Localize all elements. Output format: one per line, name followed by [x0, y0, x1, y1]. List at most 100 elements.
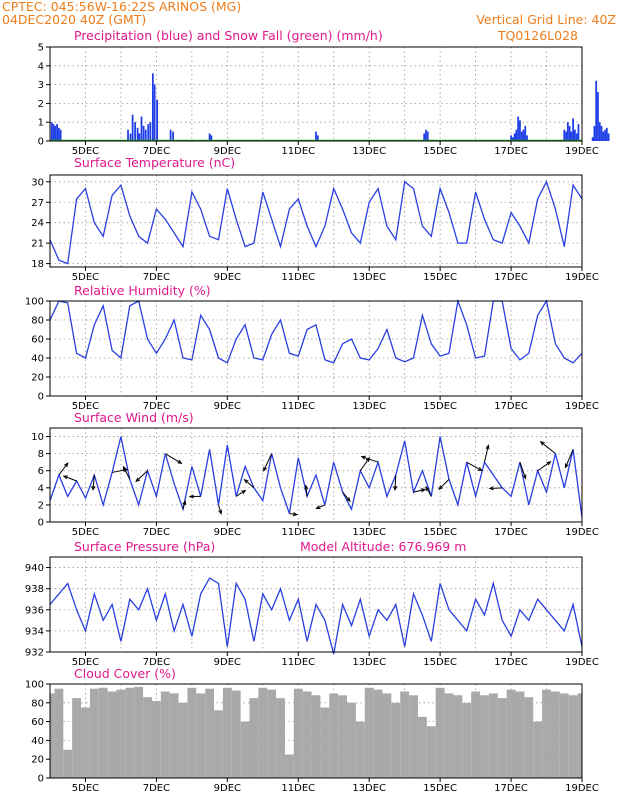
x-tick-label: 15DEC	[423, 657, 457, 668]
cloud-cover-bar	[480, 695, 489, 778]
y-tick-label: 1	[38, 118, 44, 129]
precip-bar	[147, 124, 150, 141]
precip-panel: 0 1 2 3 4 5 5DEC 7DEC 9DEC 11DEC 13DEC 15DEC 17DEC 19…	[38, 43, 610, 157]
wind-arrow	[165, 453, 182, 464]
temperature-line	[49, 180, 583, 265]
x-tick-label: 11DEC	[281, 657, 315, 668]
cloud-cover-bar	[98, 687, 108, 778]
wind-arrow-head	[218, 509, 223, 515]
precip-bar	[423, 133, 426, 141]
precip-bar	[568, 125, 571, 141]
wind-arrow	[92, 474, 95, 490]
y-tick-label: 21	[31, 239, 44, 250]
wind-arrow-head	[241, 489, 247, 495]
y-tick-label: 938	[25, 584, 44, 595]
cloud-cover-bar	[284, 754, 294, 778]
wind-arrow	[122, 466, 131, 480]
precip-bar	[574, 129, 576, 141]
precip-bar	[515, 129, 518, 141]
x-tick-label: 19DEC	[565, 272, 599, 283]
wind-arrow-head	[182, 499, 187, 506]
precip-bar	[511, 137, 514, 141]
x-tick-label: 11DEC	[281, 401, 315, 412]
wind-arrow-head	[365, 456, 371, 462]
wind-arrow-head	[62, 475, 68, 480]
wind-arrow	[135, 470, 148, 482]
header-date: 04DEC2020 40Z (GMT)	[2, 12, 146, 27]
y-tick-label: 3	[38, 80, 44, 91]
x-tick-label: 17DEC	[494, 657, 528, 668]
model-altitude-label: Model Altitude: 676.969 m	[300, 539, 466, 554]
wind-arrow	[342, 491, 351, 502]
x-tick-label: 9DEC	[214, 401, 241, 412]
wind-arrow-head	[360, 455, 366, 460]
wind-arrow-head	[539, 440, 545, 446]
wind-arrow-head	[177, 459, 183, 464]
precip-bar	[426, 131, 429, 141]
wind-arrow	[63, 475, 77, 482]
cloud-cover-bar	[515, 691, 525, 778]
precip-bar	[577, 124, 580, 141]
cloud-cover-bar	[116, 689, 126, 778]
wind-arrow	[394, 474, 397, 490]
y-tick-label: 6	[38, 466, 44, 477]
y-tick-label: 2	[38, 500, 44, 511]
precip-bar	[598, 122, 601, 141]
x-tick-label: 19DEC	[565, 783, 599, 794]
x-tick-label: 17DEC	[494, 146, 528, 157]
wind-arrow-head	[393, 485, 398, 492]
precip-bar	[425, 129, 427, 141]
humidity-panel: 0 20 40 60 80 100 5DEC 7DEC 9DEC 11DEC 13DEC 15DEC 1…	[25, 297, 599, 413]
x-tick-label: 7DEC	[143, 146, 170, 157]
precip-bar	[153, 84, 156, 141]
header-location: CPTEC: 045:56W-16:22S ARINOS (MG)	[2, 0, 241, 14]
x-tick-label: 15DEC	[423, 783, 457, 794]
y-tick-label: 0	[38, 392, 44, 403]
wind-arrow	[361, 456, 379, 463]
precip-bar	[570, 131, 573, 141]
cloud-cover-bar	[533, 721, 543, 778]
x-tick-label: 11DEC	[281, 527, 315, 538]
y-tick-label: 940	[25, 563, 44, 574]
wind-arrow-head	[243, 478, 249, 484]
wind-arrow	[244, 479, 255, 489]
cloud-cover-bar	[311, 695, 321, 778]
wind-arrow	[540, 441, 556, 455]
cloud-cover-bar	[577, 693, 582, 778]
wind-arrow	[316, 504, 326, 509]
wind-arrow-head	[188, 494, 194, 499]
cloud-cover-bar	[400, 691, 410, 778]
temperature-plot-frame	[49, 174, 583, 268]
cloud-cover-bar	[462, 702, 472, 778]
wind-arrow-head	[477, 467, 483, 472]
precip-bar	[50, 122, 53, 141]
precip-bar	[593, 125, 596, 141]
header-model-code: TQ0126L028	[497, 28, 578, 43]
y-tick-label: 5	[38, 43, 44, 54]
wind-arrow	[359, 457, 370, 472]
x-tick-label: 11DEC	[281, 783, 315, 794]
cloud-cover-bar	[409, 695, 418, 778]
precip-bar	[140, 116, 143, 141]
wind-plot-frame	[49, 427, 583, 523]
x-tick-label: 15DEC	[423, 527, 457, 538]
x-tick-label: 5DEC	[72, 146, 99, 157]
x-tick-label: 19DEC	[565, 657, 599, 668]
wind-arrow	[537, 461, 551, 472]
precip-bar	[57, 127, 60, 141]
y-tick-label: 60	[31, 717, 44, 728]
cloud-cover-bar	[338, 695, 348, 778]
precip-bar	[607, 133, 610, 141]
cloud-cover-bar	[568, 695, 578, 778]
precip-bar	[208, 133, 211, 141]
wind-panel-title: Surface Wind (m/s)	[74, 410, 194, 425]
cloud-cover-bar	[347, 702, 356, 778]
precip-bar	[315, 131, 317, 141]
wind-arrow-head	[420, 488, 427, 493]
cloud-cover-bar	[364, 687, 374, 778]
precip-bar	[604, 129, 606, 141]
x-tick-label: 9DEC	[214, 272, 241, 283]
x-tick-label: 15DEC	[423, 272, 457, 283]
wind-arrow	[58, 462, 69, 476]
cloud-cover-bar	[559, 693, 569, 778]
